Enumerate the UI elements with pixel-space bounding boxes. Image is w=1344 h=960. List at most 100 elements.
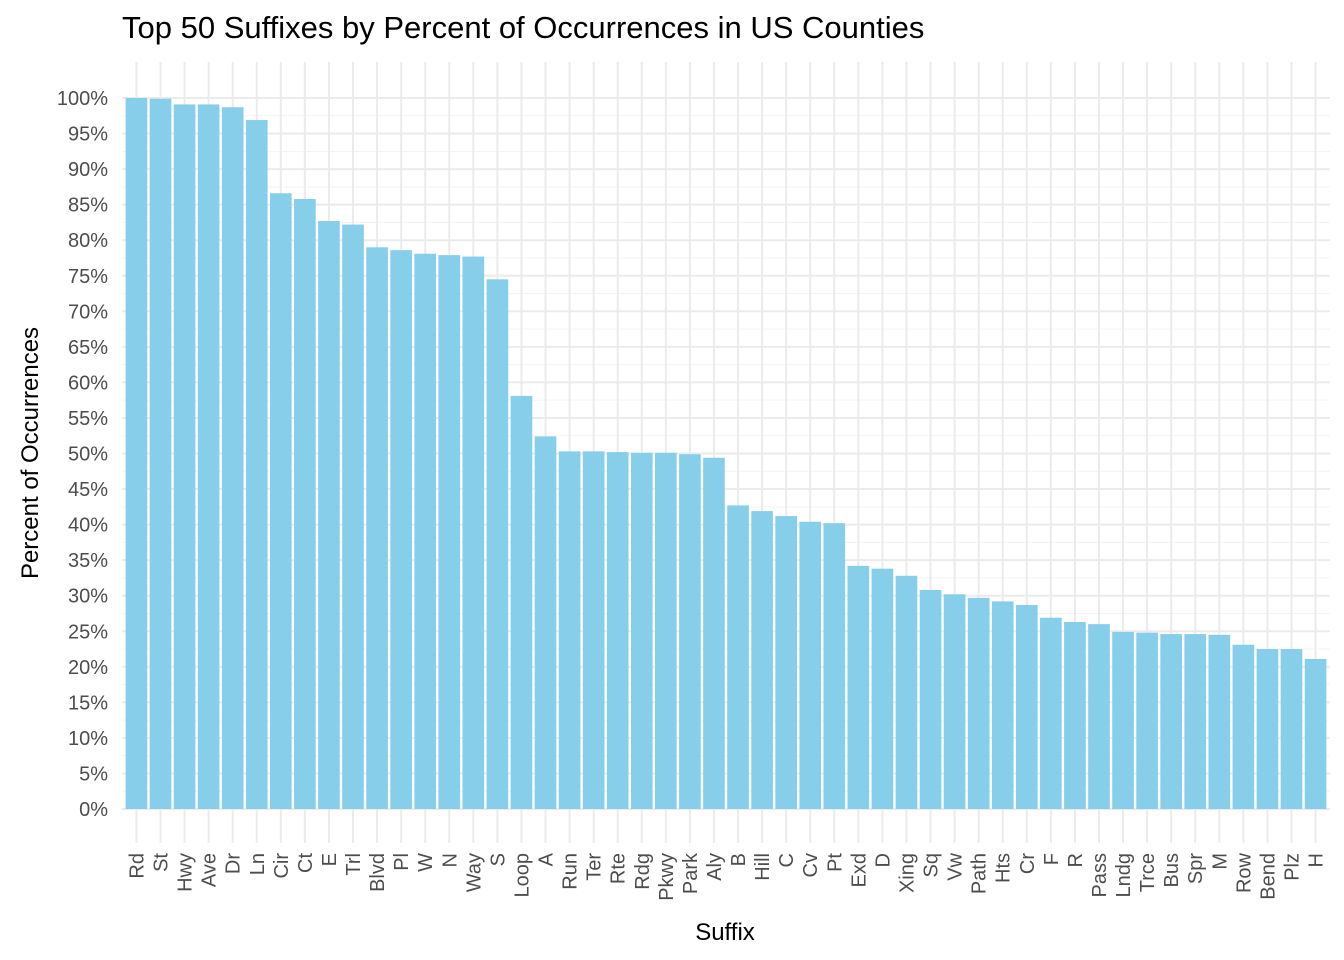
y-tick-labels: 0% 5% 10% 15% 20% 25% 30% 35% 40% 45% 50% 55% 60% 65%… [57, 88, 108, 821]
bar-loop [510, 395, 533, 809]
y-tick-label: 60% [68, 372, 108, 394]
bar-hwy [173, 104, 196, 810]
x-tick-label: Park [680, 852, 702, 894]
bar-ave [197, 104, 220, 810]
y-tick-label: 65% [68, 337, 108, 359]
x-tick-label: Ter [584, 853, 606, 881]
bar-rdg [630, 452, 653, 809]
x-tick-label: N [439, 853, 461, 867]
bar-pkwy [655, 452, 677, 809]
x-tick-label: Run [560, 853, 582, 890]
x-tick-label: Plz [1281, 853, 1303, 881]
bar-pt [823, 523, 846, 809]
bar-spr [1184, 634, 1207, 809]
y-tick-label: 20% [68, 657, 108, 679]
bar-a [534, 436, 557, 809]
x-tick-label: Way [463, 853, 485, 892]
bar-f [1040, 617, 1062, 809]
bar-ct [294, 198, 316, 809]
x-tick-label: Ln [247, 853, 269, 875]
bar-xing [895, 575, 918, 809]
y-tick-label: 50% [68, 444, 108, 466]
bar-rte [606, 452, 629, 809]
bar-run [558, 451, 581, 809]
x-tick-label: Hill [752, 853, 774, 881]
x-tick-label: B [728, 853, 750, 866]
y-tick-label: 80% [68, 230, 108, 252]
bar-cv [799, 521, 822, 809]
y-tick-label: 40% [68, 515, 108, 537]
x-tick-label: Xing [896, 853, 918, 893]
y-tick-label: 95% [68, 124, 108, 146]
x-tick-label: Pkwy [656, 853, 678, 901]
bar-e [318, 221, 340, 810]
bar-hts [991, 601, 1014, 809]
x-axis-title: Suffix [695, 919, 755, 946]
x-tick-label: Lndg [1113, 853, 1135, 898]
x-tick-label: C [776, 853, 798, 867]
x-tick-label: Hts [993, 853, 1015, 883]
x-tick-label: W [415, 853, 437, 872]
x-tick-label: Trl [343, 853, 365, 876]
y-tick-label: 45% [68, 479, 108, 501]
x-tick-label: Trce [1137, 853, 1159, 892]
x-tick-label: Hwy [175, 853, 197, 892]
bar-b [727, 505, 749, 809]
bar-h [1304, 658, 1327, 809]
bar-bend [1256, 649, 1279, 809]
bar-r [1064, 622, 1086, 809]
x-tick-label: Spr [1185, 853, 1207, 884]
x-tick-label: Sq [921, 853, 943, 877]
bar-lndg [1112, 631, 1134, 809]
x-tick-label: Loop [511, 853, 533, 898]
x-tick-label: Pl [391, 853, 413, 871]
y-tick-label: 75% [68, 266, 108, 288]
y-tick-label: 55% [68, 408, 108, 430]
x-tick-label: Exd [848, 853, 870, 887]
bar-blvd [366, 247, 388, 809]
x-tick-label: S [487, 853, 509, 866]
bar-plz [1280, 649, 1303, 809]
y-tick-label: 25% [68, 621, 108, 643]
bar-d [871, 568, 894, 809]
x-tick-label: Blvd [367, 853, 389, 892]
bar-park [679, 454, 701, 809]
bar-hill [751, 511, 773, 809]
bar-s [486, 279, 509, 809]
bar-aly [703, 457, 725, 809]
bar-exd [847, 565, 870, 809]
x-tick-label: M [1209, 853, 1231, 870]
y-tick-label: 15% [68, 692, 108, 714]
x-tick-label: A [536, 852, 558, 866]
bars [125, 98, 1327, 810]
y-tick-label: 0% [79, 799, 108, 821]
bar-c [775, 516, 797, 809]
x-tick-label: Bend [1257, 853, 1279, 900]
x-tick-label: Pass [1089, 853, 1111, 897]
x-tick-label: D [872, 853, 894, 867]
x-tick-label: Path [969, 853, 991, 894]
y-tick-label: 30% [68, 586, 108, 608]
bar-vw [943, 594, 966, 809]
x-tick-label: Rte [608, 853, 630, 884]
y-tick-label: 100% [57, 88, 108, 110]
x-tick-labels: Rd St Hwy Ave Dr Ln Cir Ct E Trl Blvd Pl W N Way S Loop A… [126, 852, 1327, 901]
bar-st [149, 98, 172, 809]
bar-cr [1015, 604, 1038, 809]
x-tick-label: F [1041, 853, 1063, 865]
bar-dr [221, 107, 244, 810]
y-tick-label: 70% [68, 301, 108, 323]
y-tick-label: 85% [68, 195, 108, 217]
bar-row [1232, 644, 1255, 809]
bar-ln [245, 120, 268, 809]
y-axis-title: Percent of Occurrences [17, 327, 44, 579]
bar-n [438, 255, 461, 810]
y-tick-label: 5% [79, 763, 108, 785]
x-tick-label: Rd [126, 853, 148, 879]
x-tick-label: Cr [1017, 853, 1039, 874]
x-tick-label: Cir [271, 853, 293, 879]
x-tick-label: Rdg [632, 853, 654, 890]
bar-w [414, 253, 437, 810]
bar-cir [269, 193, 292, 810]
